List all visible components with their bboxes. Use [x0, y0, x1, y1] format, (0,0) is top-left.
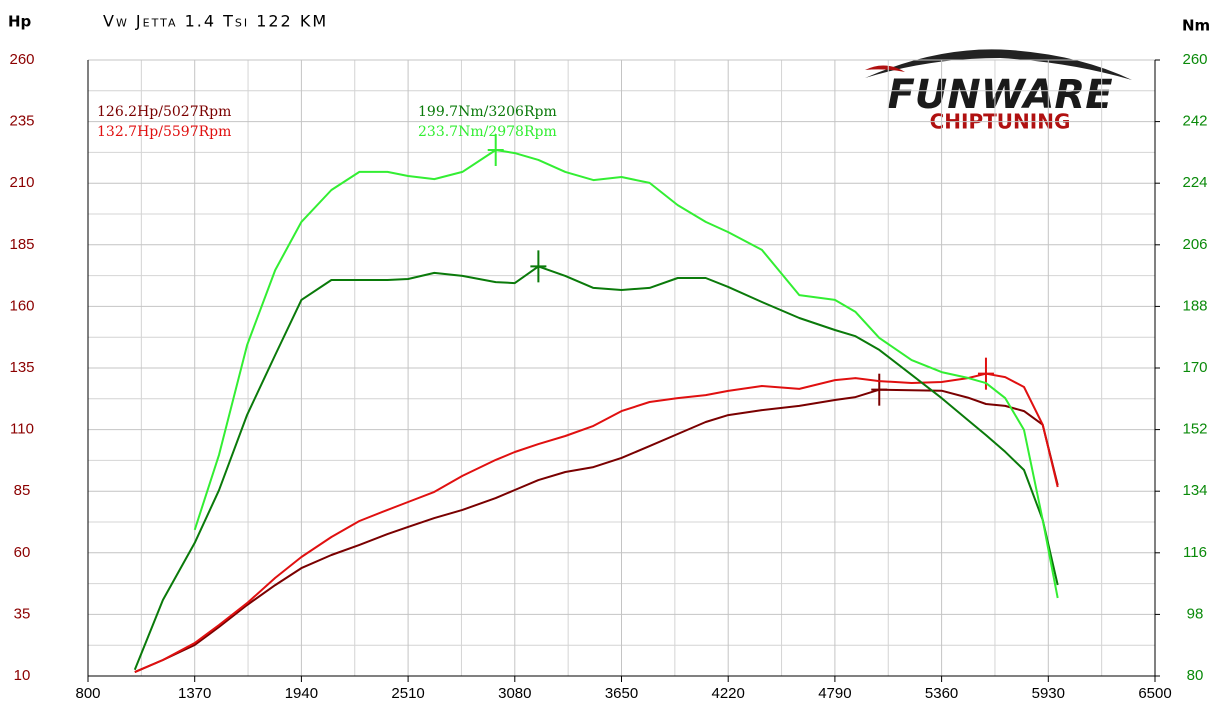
legend-label: 233.7Nm/2978Rpm: [418, 124, 557, 140]
y-tick-label: 185: [9, 236, 34, 253]
logo: FUNWARE CHIPTUNING: [865, 49, 1132, 134]
y2-tick-label: 116: [1183, 544, 1207, 561]
x-tick-label: 6500: [1138, 685, 1171, 702]
y-tick-label: 235: [9, 113, 34, 130]
y2-tick-label: 188: [1182, 297, 1207, 314]
series-line: [193, 149, 1059, 599]
x-tick-label: 2510: [391, 685, 424, 702]
series-line: [134, 372, 1059, 674]
y2-tick-label: 152: [1182, 421, 1207, 438]
legend-label: 199.7Nm/3206Rpm: [418, 104, 557, 120]
series-line: [133, 265, 1059, 671]
grid: [87, 59, 1156, 677]
y-tick-label: 160: [9, 297, 34, 314]
x-tick-label: 4220: [712, 685, 745, 702]
logo-brand: FUNWARE: [887, 72, 1112, 118]
y-tick-label: 35: [14, 605, 31, 622]
y-tick-label: 10: [14, 667, 31, 684]
y2-tick-label: 242: [1182, 113, 1207, 130]
logo-swoosh: [865, 49, 1132, 80]
y2-tick-label: 98: [1187, 605, 1204, 622]
x-tick-label: 3650: [605, 685, 638, 702]
y-tick-label: 60: [14, 544, 31, 561]
legend-label: 132.7Hp/5597Rpm: [97, 124, 231, 140]
y2-tick-label: 224: [1182, 174, 1207, 191]
series-line: [134, 388, 1059, 674]
legend-label: 126.2Hp/5027Rpm: [97, 104, 231, 120]
x-tick-label: 4790: [818, 685, 851, 702]
y2-axis-label: Nm: [1182, 17, 1210, 35]
x-tick-label: 1370: [178, 685, 211, 702]
x-tick-label: 3080: [498, 685, 531, 702]
y2-tick-label: 80: [1187, 667, 1204, 684]
logo-accent: [865, 65, 905, 72]
y2-tick-label: 206: [1182, 236, 1207, 253]
y-tick-label: 210: [9, 174, 34, 191]
y2-tick-label: 170: [1182, 359, 1207, 376]
x-tick-label: 1940: [285, 685, 318, 702]
y-tick-label: 110: [10, 421, 34, 438]
x-tick-label: 800: [75, 685, 100, 702]
y-tick-label: 85: [14, 482, 31, 499]
x-tick-label: 5930: [1032, 685, 1065, 702]
y2-tick-label: 134: [1182, 482, 1207, 499]
y2-tick-label: 260: [1182, 51, 1207, 68]
y-tick-label: 135: [9, 359, 34, 376]
y-axis-label: Hp: [8, 13, 32, 31]
x-tick-label: 5360: [925, 685, 958, 702]
chart-title: Vw Jetta 1.4 Tsi 122 KM: [103, 12, 328, 31]
y-tick-label: 260: [9, 51, 34, 68]
